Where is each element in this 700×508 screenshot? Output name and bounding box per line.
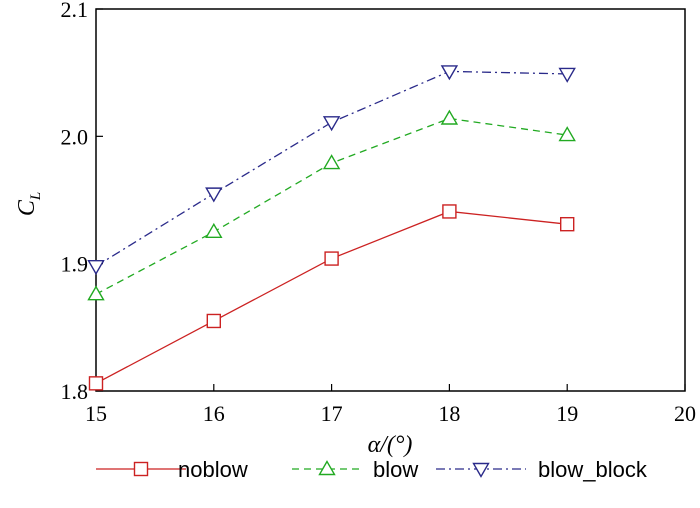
y-axis-label-sub: L	[28, 192, 44, 201]
legend-item-blow_block: blow_block	[436, 457, 648, 482]
legend-marker	[318, 460, 336, 476]
legend-marker	[133, 461, 149, 477]
data-point-noblow	[324, 251, 339, 266]
data-point-blow_block	[558, 67, 576, 83]
data-point-blow	[87, 285, 105, 301]
legend-label: blow_block	[538, 457, 648, 482]
x-tick-label: 16	[203, 401, 225, 426]
legend: noblow blow blow_block	[96, 457, 648, 482]
data-point-noblow	[88, 376, 104, 391]
legend-label: blow	[373, 457, 418, 482]
series-line-blow_block	[95, 70, 568, 267]
data-point-noblow	[206, 313, 222, 329]
data-point-blow_block	[205, 187, 223, 203]
data-point-blow	[440, 109, 459, 125]
series-line-blow	[95, 117, 568, 295]
legend-item-noblow: noblow	[96, 457, 248, 482]
x-tick-labels: 15 16 17 18 19 20	[85, 401, 696, 426]
y-tick-label: 2.1	[61, 0, 89, 22]
svg-text:CL: CL	[14, 192, 44, 216]
x-tick-label: 20	[674, 401, 696, 426]
data-point-blow	[322, 154, 341, 170]
series-blow	[87, 109, 576, 301]
data-point-blow_block	[440, 65, 459, 81]
axis-ticks	[95, 8, 686, 392]
data-point-blow	[558, 126, 576, 142]
y-tick-labels: 1.8 1.9 2.0 2.1	[61, 0, 89, 404]
x-tick-label: 19	[556, 401, 578, 426]
y-tick-label: 2.0	[61, 124, 89, 149]
data-point-blow_block	[87, 260, 105, 276]
data-point-noblow	[442, 204, 457, 219]
series-layer	[87, 65, 576, 391]
y-tick-label: 1.9	[61, 252, 89, 277]
x-tick-label: 15	[85, 401, 107, 426]
plot-frame	[95, 8, 686, 392]
x-axis-label: α/(°)	[368, 432, 413, 458]
series-noblow	[88, 204, 575, 391]
x-tick-label: 18	[438, 401, 460, 426]
legend-marker	[472, 462, 490, 478]
series-line-noblow	[95, 210, 568, 384]
data-point-blow_block	[322, 116, 341, 132]
y-tick-label: 1.8	[61, 379, 89, 404]
x-tick-label: 17	[321, 401, 343, 426]
legend-item-blow: blow	[292, 457, 418, 482]
y-axis-label-main: C	[14, 199, 40, 216]
data-point-noblow	[560, 216, 575, 232]
data-point-blow	[205, 222, 223, 239]
y-axis-label: CL	[14, 192, 44, 216]
legend-label: noblow	[178, 457, 248, 482]
series-blow_block	[87, 65, 576, 276]
